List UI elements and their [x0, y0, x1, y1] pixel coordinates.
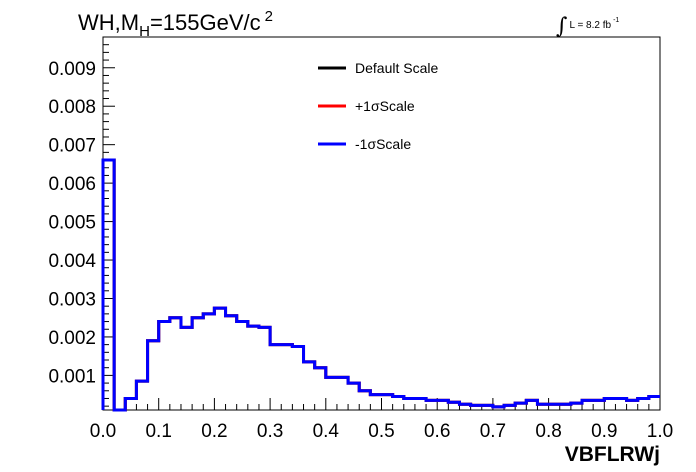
plot-frame: [102, 36, 661, 411]
y-tick-label: 0.001: [48, 366, 96, 387]
lumi-superscript: -1: [613, 17, 620, 24]
y-tick-label: 0.002: [48, 328, 96, 349]
y-tick-label: 0.006: [48, 174, 96, 195]
x-tick-label: 0.1: [145, 421, 171, 442]
x-tick-label: 0.8: [535, 421, 561, 442]
series-line-0: [101, 158, 660, 412]
x-tick-label: 0.4: [313, 421, 340, 442]
series-line-1: [101, 158, 660, 412]
x-tick-label: 0.7: [480, 421, 506, 442]
title-main: WH,M: [78, 10, 140, 35]
title-superscript: 2: [264, 8, 273, 25]
x-tick-label: 1.0: [647, 421, 673, 442]
x-axis-label: VBFLRWj: [565, 443, 660, 466]
x-tick-label: 0.5: [368, 421, 394, 442]
x-tick-label: 0.3: [257, 421, 283, 442]
x-tick-label: 0.6: [424, 421, 450, 442]
y-tick-label: 0.003: [48, 289, 96, 310]
luminosity-label: ∫ L = 8.2 fb -1: [556, 14, 619, 39]
y-tick-label: 0.007: [48, 136, 96, 157]
title-rest: =155GeV/c: [149, 10, 261, 35]
x-tick-label: 0.0: [90, 421, 116, 442]
y-tick-label: 0.008: [48, 97, 96, 118]
legend-label: +1σScale: [355, 98, 415, 114]
chart-title: WH,MH=155GeV/c 2: [78, 8, 273, 40]
title-subscript: H: [139, 23, 150, 40]
legend-label: -1σScale: [355, 136, 411, 152]
y-tick-label: 0.009: [48, 59, 96, 80]
integral-icon: ∫: [556, 14, 568, 39]
lumi-text: L = 8.2 fb: [569, 20, 612, 31]
series-line-2: [101, 158, 660, 412]
y-tick-label: 0.004: [48, 251, 96, 272]
legend-label: Default Scale: [355, 60, 438, 76]
x-tick-label: 0.9: [591, 421, 617, 442]
y-tick-label: 0.005: [48, 213, 96, 234]
x-tick-label: 0.2: [201, 421, 227, 442]
